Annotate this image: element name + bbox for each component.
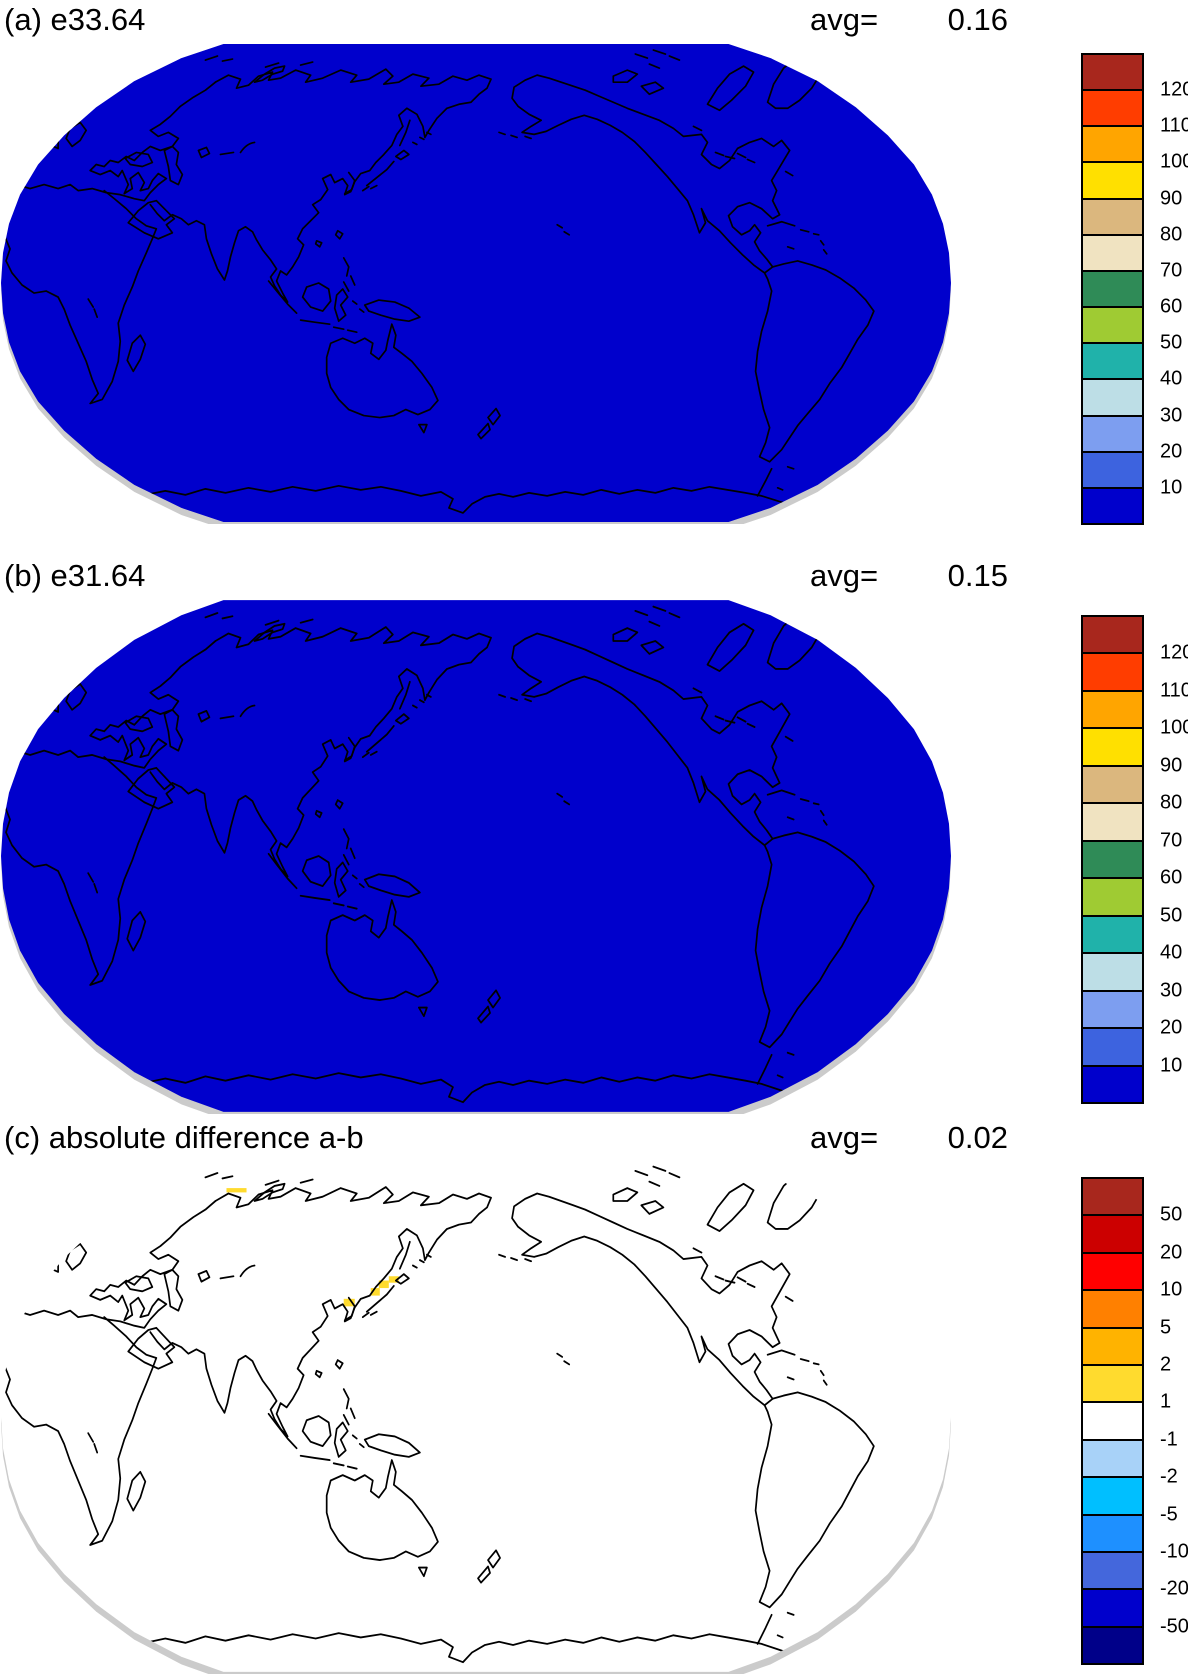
colorbar-tick-label: 70 bbox=[1160, 259, 1183, 282]
avg-value: 0.16 bbox=[947, 2, 1008, 37]
colorbar-tick-label: 50 bbox=[1160, 904, 1183, 927]
colorbar-box: 90 bbox=[1083, 727, 1182, 775]
colorbar-tick-label: 120 bbox=[1160, 641, 1188, 664]
panel-a-avg: avg= 0.16 bbox=[810, 2, 1008, 38]
colorbar-box: 80 bbox=[1083, 197, 1182, 244]
colorbar-box: 80 bbox=[1083, 764, 1182, 813]
colorbar-tick-label: -5 bbox=[1160, 1502, 1178, 1525]
colorbar-box: 10 bbox=[1083, 450, 1182, 497]
colorbar-box: 100 bbox=[1083, 125, 1188, 172]
map-ocean-fill bbox=[1, 44, 951, 522]
colorbar-box: 40 bbox=[1083, 342, 1182, 389]
colorbar-box: 20 bbox=[1083, 1214, 1182, 1262]
colorbar-box: 60 bbox=[1083, 269, 1182, 316]
colorbar-tick-label: 30 bbox=[1160, 403, 1183, 426]
colorbar-tick-label: 60 bbox=[1160, 295, 1183, 318]
colorbar-tick-label: 10 bbox=[1160, 1278, 1183, 1301]
colorbar-box: 100 bbox=[1083, 689, 1188, 738]
colorbar-panel-b: 120 110 100 90 80 70 60 50 40 30 20 10 bbox=[1081, 615, 1188, 1104]
colorbar-tick-label: 90 bbox=[1160, 187, 1183, 210]
colorbar-tick-label: 90 bbox=[1160, 754, 1183, 777]
panel-c-avg: avg= 0.02 bbox=[810, 1120, 1008, 1156]
colorbar-tick-label: 40 bbox=[1160, 941, 1183, 964]
colorbar-box: 10 bbox=[1083, 1027, 1182, 1075]
colorbar-tick-label: 2 bbox=[1160, 1353, 1172, 1376]
colorbar-box: 1 bbox=[1083, 1363, 1171, 1412]
colorbar-tick-label: 5 bbox=[1160, 1315, 1172, 1338]
colorbar-tick-label: 1 bbox=[1160, 1390, 1172, 1413]
colorbar-box: 20 bbox=[1083, 989, 1182, 1038]
avg-label: avg= bbox=[810, 1120, 879, 1155]
colorbar-panel-c: 50 20 10 5 2 1 -1 -2 -5 -10 -20 -50 bbox=[1081, 1177, 1188, 1665]
colorbar-tick-label: 120 bbox=[1160, 78, 1188, 101]
colorbar-box: 70 bbox=[1083, 802, 1182, 850]
colorbar-tick-label: 100 bbox=[1160, 150, 1188, 173]
colorbar-box: 40 bbox=[1083, 914, 1182, 963]
colorbar-box: 50 bbox=[1083, 306, 1182, 353]
colorbar-tick-label: 40 bbox=[1160, 367, 1183, 390]
map-ocean-fill bbox=[1, 1160, 951, 1672]
colorbar-tick-label: 80 bbox=[1160, 223, 1183, 246]
colorbar-box bbox=[1083, 1625, 1142, 1664]
colorbar-tick-label: -2 bbox=[1160, 1465, 1178, 1488]
colorbar-tick-label: 100 bbox=[1160, 716, 1188, 739]
panel-a-title: (a) e33.64 bbox=[4, 2, 146, 37]
colorbar-tick-label: 110 bbox=[1160, 114, 1188, 137]
colorbar-box: 30 bbox=[1083, 378, 1182, 425]
colorbar-box bbox=[1083, 1064, 1142, 1103]
colorbar-tick-label: 20 bbox=[1160, 1016, 1183, 1039]
colorbar-tick-label: -1 bbox=[1160, 1428, 1178, 1451]
panel-c-title: (c) absolute difference a-b bbox=[4, 1120, 364, 1155]
colorbar-box: -20 bbox=[1083, 1550, 1188, 1599]
avg-label: avg= bbox=[810, 2, 879, 37]
colorbar-box: 50 bbox=[1083, 877, 1182, 925]
colorbar-box: -10 bbox=[1083, 1513, 1188, 1561]
colorbar-tick-label: 50 bbox=[1160, 1203, 1183, 1226]
colorbar-tick-label: -10 bbox=[1160, 1540, 1188, 1563]
colorbar-tick-label: 70 bbox=[1160, 829, 1183, 852]
panel-b-title: (b) e31.64 bbox=[4, 558, 146, 593]
colorbar-box bbox=[1083, 486, 1142, 524]
colorbar-tick-label: -50 bbox=[1160, 1615, 1188, 1638]
colorbar-tick-label: 20 bbox=[1160, 440, 1183, 463]
colorbar-tick-label: 20 bbox=[1160, 1241, 1183, 1264]
colorbar-tick-label: 110 bbox=[1160, 679, 1188, 702]
world-map-panel-c-difference bbox=[1, 1160, 951, 1674]
avg-value: 0.02 bbox=[947, 1120, 1008, 1155]
avg-label: avg= bbox=[810, 558, 879, 593]
map-ocean-fill bbox=[1, 600, 951, 1112]
colorbar-box: 110 bbox=[1083, 89, 1188, 136]
colorbar-tick-label: 10 bbox=[1160, 1054, 1183, 1077]
colorbar-tick-label: -20 bbox=[1160, 1577, 1188, 1600]
colorbar-box: 5 bbox=[1083, 1289, 1171, 1337]
colorbar-tick-label: 30 bbox=[1160, 979, 1183, 1002]
colorbar-box: 2 bbox=[1083, 1326, 1171, 1374]
colorbar-box: 50 bbox=[1083, 1179, 1182, 1225]
colorbar-box: 10 bbox=[1083, 1251, 1182, 1300]
avg-value: 0.15 bbox=[947, 558, 1008, 593]
world-map-panel-b bbox=[1, 600, 951, 1114]
colorbar-box: 30 bbox=[1083, 952, 1182, 1000]
colorbar-box: -2 bbox=[1083, 1438, 1178, 1487]
colorbar-box: 70 bbox=[1083, 233, 1182, 280]
colorbar-tick-label: 60 bbox=[1160, 866, 1183, 889]
colorbar-box: 110 bbox=[1083, 652, 1188, 700]
colorbar-box: 90 bbox=[1083, 161, 1182, 208]
colorbar-tick-label: 80 bbox=[1160, 791, 1183, 814]
difference-anomaly-cells bbox=[226, 1188, 399, 1307]
colorbar-box: -1 bbox=[1083, 1401, 1178, 1449]
world-map-panel-a bbox=[1, 44, 951, 524]
colorbar-box: 60 bbox=[1083, 839, 1182, 888]
colorbar-tick-label: 10 bbox=[1160, 476, 1183, 499]
colorbar-tick-label: 50 bbox=[1160, 331, 1183, 354]
colorbar-box: 120 bbox=[1083, 617, 1188, 663]
colorbar-box: -50 bbox=[1083, 1588, 1188, 1636]
colorbar-box: -5 bbox=[1083, 1476, 1178, 1524]
colorbar-box: 120 bbox=[1083, 55, 1188, 100]
panel-b-avg: avg= 0.15 bbox=[810, 558, 1008, 594]
colorbar-box: 20 bbox=[1083, 414, 1182, 461]
colorbar-panel-a: 120 110 100 90 80 70 60 50 40 30 20 10 bbox=[1081, 53, 1188, 525]
